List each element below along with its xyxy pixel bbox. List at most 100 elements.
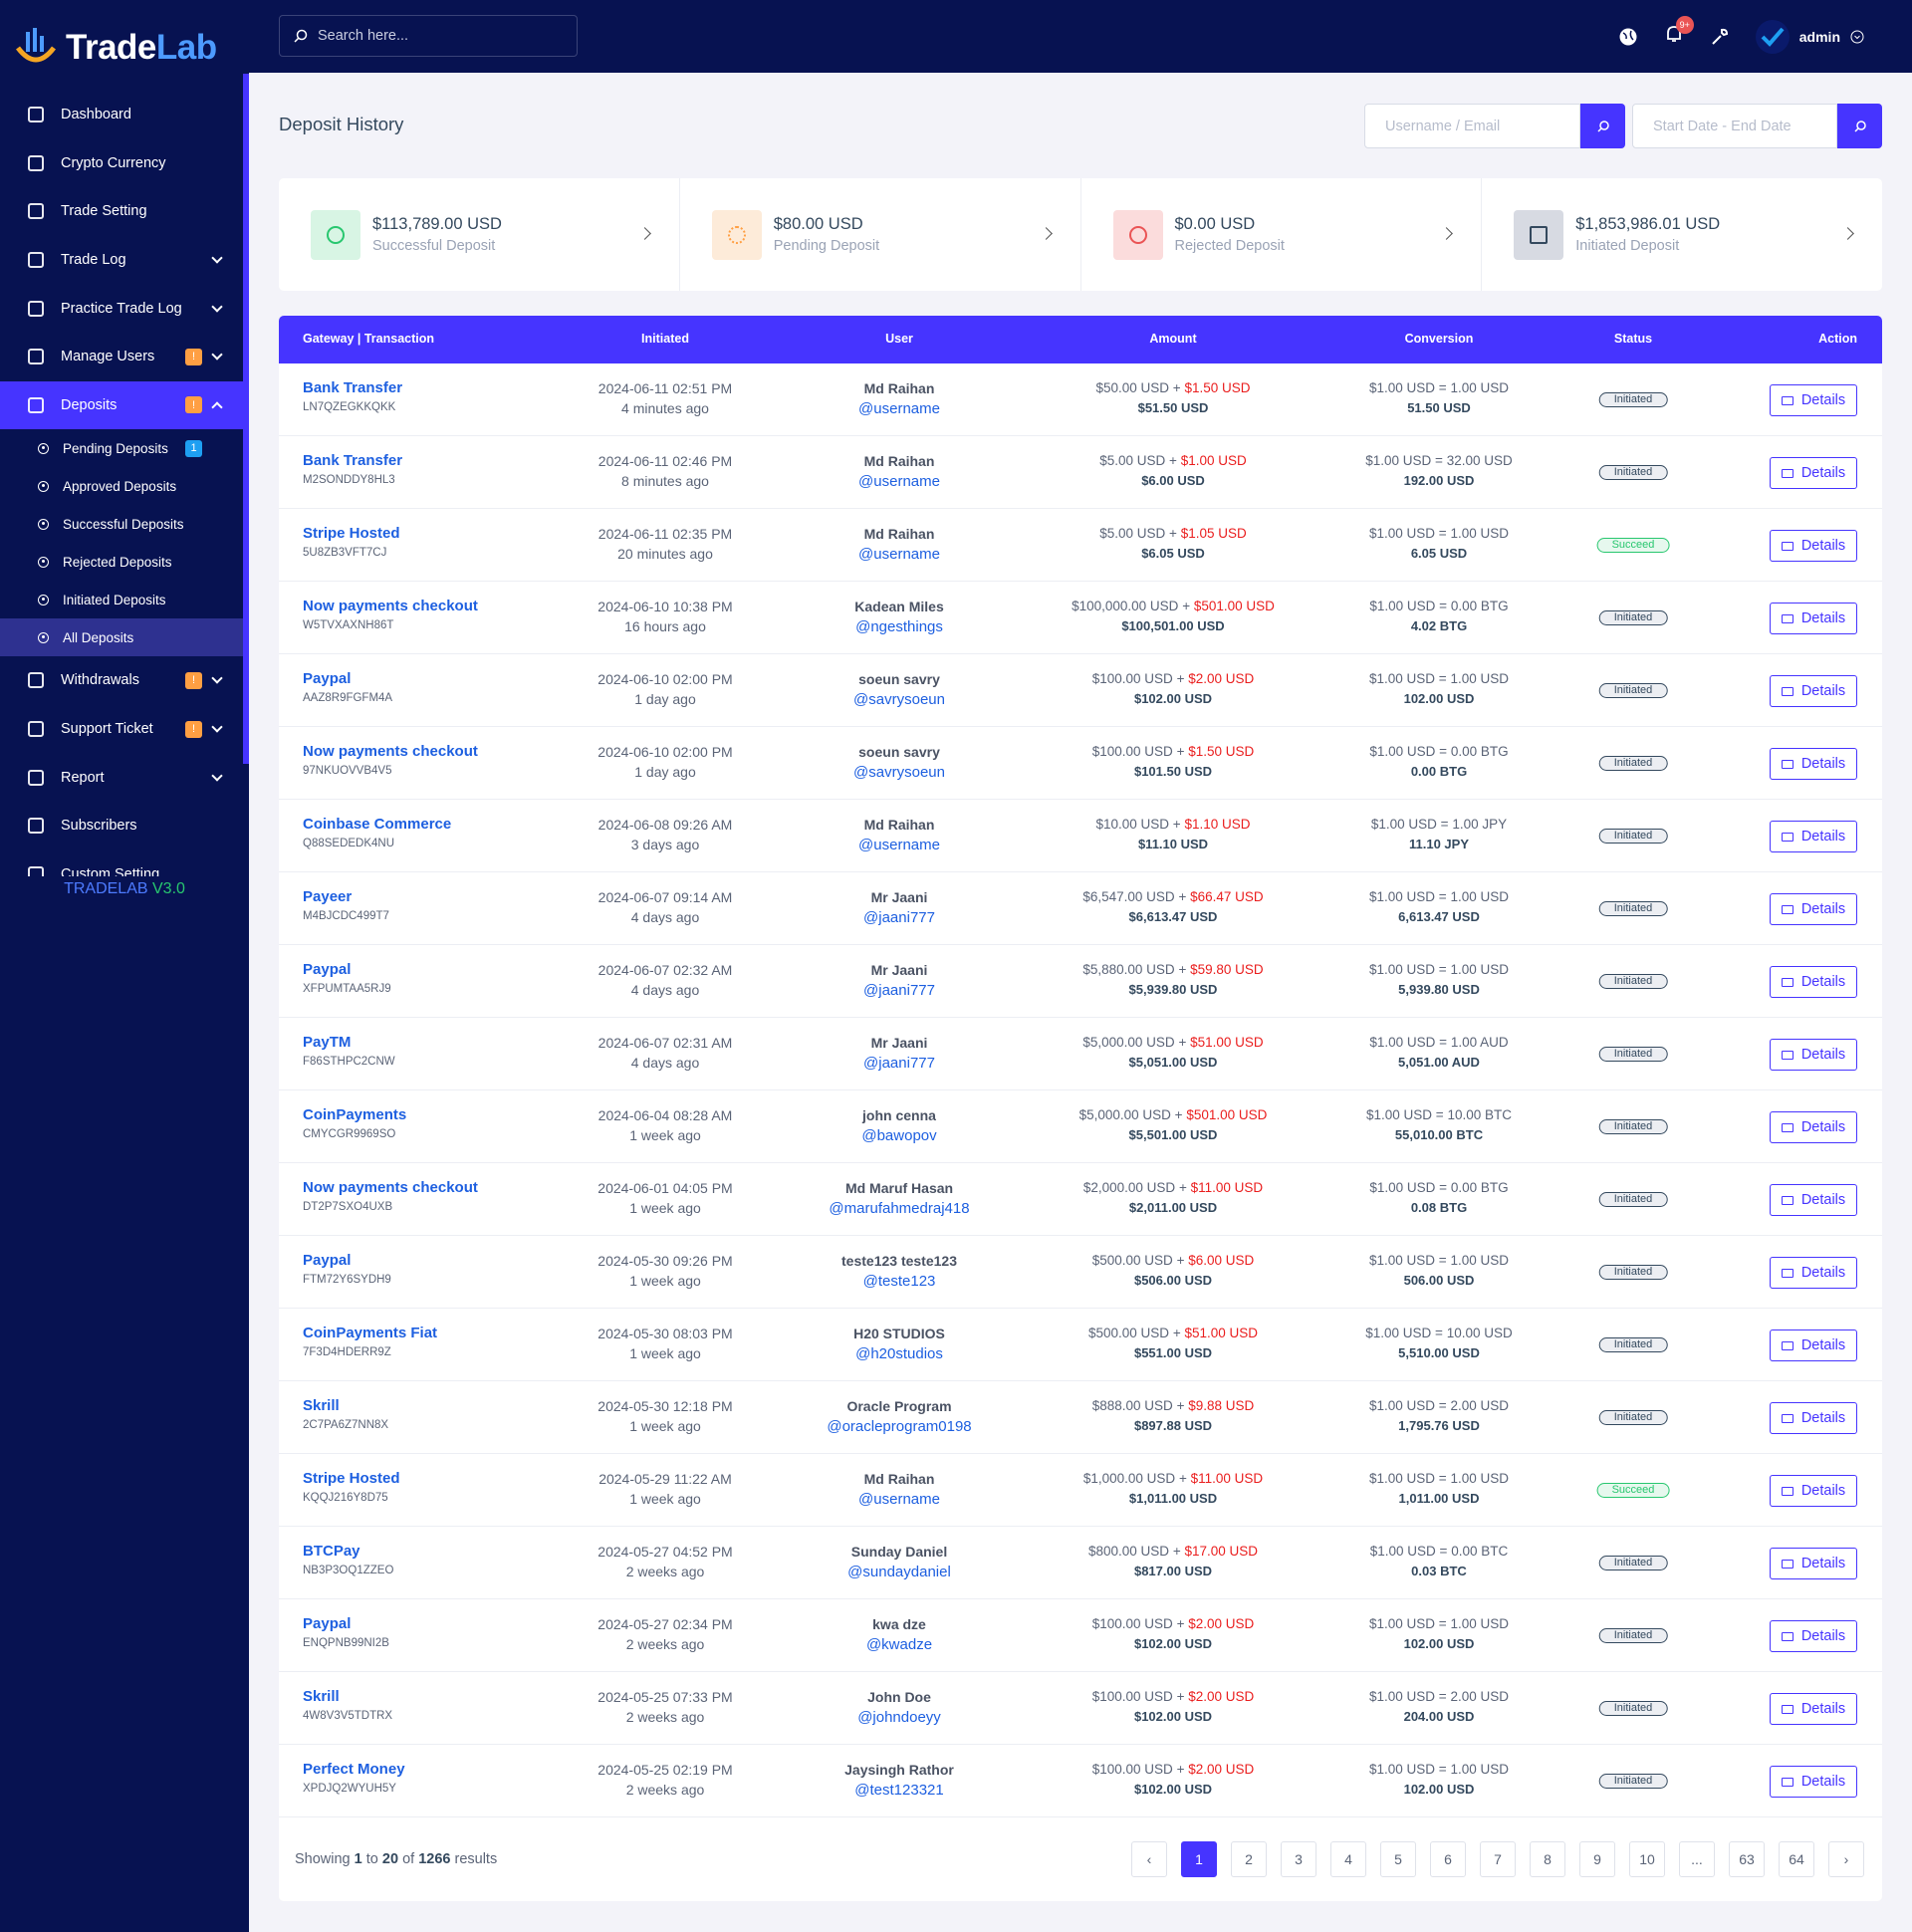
- page-button[interactable]: ›: [1828, 1841, 1864, 1877]
- username[interactable]: @johndoeyy: [857, 1709, 941, 1726]
- page-button[interactable]: 5: [1380, 1841, 1416, 1877]
- menu-item[interactable]: Trade Log: [0, 236, 243, 285]
- logo[interactable]: TradeLab: [14, 20, 217, 76]
- username[interactable]: @username: [858, 400, 940, 417]
- details-button[interactable]: Details: [1770, 1766, 1857, 1798]
- notification[interactable]: 9+: [1664, 16, 1694, 49]
- gateway[interactable]: BTCPay: [303, 1543, 360, 1560]
- gateway[interactable]: Bank Transfer: [303, 379, 403, 396]
- details-button[interactable]: Details: [1770, 1402, 1857, 1434]
- gateway[interactable]: Skrill: [303, 1397, 340, 1414]
- user-menu[interactable]: admin: [1755, 19, 1864, 54]
- details-button[interactable]: Details: [1770, 1039, 1857, 1071]
- page-button[interactable]: 64: [1779, 1841, 1814, 1877]
- username[interactable]: @username: [858, 546, 940, 563]
- page-button[interactable]: 9: [1579, 1841, 1615, 1877]
- details-button[interactable]: Details: [1770, 384, 1857, 416]
- details-button[interactable]: Details: [1770, 457, 1857, 489]
- menu-item[interactable]: Deposits!: [0, 380, 243, 430]
- menu-item[interactable]: Dashboard: [0, 91, 243, 139]
- scrollbar[interactable]: [243, 74, 249, 764]
- gateway[interactable]: Skrill: [303, 1688, 340, 1705]
- menu-item[interactable]: Crypto Currency: [0, 139, 243, 188]
- page-button[interactable]: 4: [1330, 1841, 1366, 1877]
- gateway[interactable]: Now payments checkout: [303, 598, 478, 614]
- details-button[interactable]: Details: [1770, 1184, 1857, 1216]
- gateway[interactable]: CoinPayments: [303, 1106, 407, 1123]
- details-button[interactable]: Details: [1770, 893, 1857, 925]
- details-button[interactable]: Details: [1770, 530, 1857, 562]
- page-button[interactable]: 1: [1181, 1841, 1217, 1877]
- username[interactable]: @username: [858, 1491, 940, 1508]
- username[interactable]: @marufahmedraj418: [829, 1200, 970, 1217]
- gateway[interactable]: Perfect Money: [303, 1761, 405, 1778]
- gateway[interactable]: Coinbase Commerce: [303, 816, 452, 833]
- gateway[interactable]: Payeer: [303, 888, 353, 905]
- menu-item[interactable]: Withdrawals!: [0, 656, 243, 705]
- details-button[interactable]: Details: [1770, 1548, 1857, 1579]
- details-button[interactable]: Details: [1770, 603, 1857, 634]
- date-filter-input[interactable]: Start Date - End Date: [1632, 104, 1837, 148]
- username[interactable]: @test123321: [854, 1782, 944, 1799]
- menu-item[interactable]: Manage Users!: [0, 333, 243, 381]
- page-button[interactable]: 2: [1231, 1841, 1267, 1877]
- gateway[interactable]: Bank Transfer: [303, 452, 403, 469]
- details-button[interactable]: Details: [1770, 966, 1857, 998]
- menu-item[interactable]: Practice Trade Log: [0, 284, 243, 333]
- username[interactable]: @sundaydaniel: [847, 1564, 951, 1580]
- search-button[interactable]: [1837, 104, 1882, 148]
- menu-item[interactable]: Report: [0, 753, 243, 802]
- gateway[interactable]: CoinPayments Fiat: [303, 1325, 438, 1341]
- gateway[interactable]: Paypal: [303, 670, 352, 687]
- username[interactable]: @username: [858, 473, 940, 490]
- details-button[interactable]: Details: [1770, 1329, 1857, 1361]
- page-button[interactable]: 7: [1480, 1841, 1516, 1877]
- username[interactable]: @jaani777: [863, 982, 935, 999]
- details-button[interactable]: Details: [1770, 1257, 1857, 1289]
- stat-card[interactable]: $0.00 USD Rejected Deposit: [1079, 178, 1482, 291]
- search-button[interactable]: [1580, 104, 1625, 148]
- gateway[interactable]: PayTM: [303, 1034, 352, 1051]
- username[interactable]: @bawopov: [861, 1127, 937, 1144]
- username[interactable]: @savrysoeun: [853, 764, 945, 781]
- stat-card[interactable]: $80.00 USD Pending Deposit: [678, 178, 1080, 291]
- gateway[interactable]: Paypal: [303, 1615, 352, 1632]
- gateway[interactable]: Stripe Hosted: [303, 525, 400, 542]
- user-filter-input[interactable]: Username / Email: [1364, 104, 1580, 148]
- submenu-item[interactable]: Approved Deposits: [0, 467, 243, 505]
- submenu-item[interactable]: Successful Deposits: [0, 505, 243, 543]
- globe-icon[interactable]: [1618, 27, 1638, 47]
- submenu-item[interactable]: Initiated Deposits: [0, 581, 243, 618]
- submenu-item[interactable]: All Deposits: [0, 618, 243, 657]
- username[interactable]: @h20studios: [855, 1345, 943, 1362]
- username[interactable]: @teste123: [862, 1273, 936, 1290]
- page-button[interactable]: 10: [1629, 1841, 1665, 1877]
- menu-item[interactable]: Custom Setting: [0, 850, 243, 876]
- stat-card[interactable]: $1,853,986.01 USD Initiated Deposit: [1481, 178, 1882, 291]
- page-button[interactable]: 3: [1281, 1841, 1316, 1877]
- search-box[interactable]: Search here...: [279, 15, 578, 57]
- settings-icon[interactable]: [1710, 27, 1730, 47]
- submenu-item[interactable]: Pending Deposits 1: [0, 429, 243, 467]
- gateway[interactable]: Now payments checkout: [303, 743, 478, 760]
- page-button[interactable]: ...: [1679, 1841, 1715, 1877]
- details-button[interactable]: Details: [1770, 748, 1857, 780]
- username[interactable]: @jaani777: [863, 909, 935, 926]
- submenu-item[interactable]: Rejected Deposits: [0, 543, 243, 581]
- gateway[interactable]: Paypal: [303, 961, 352, 978]
- gateway[interactable]: Paypal: [303, 1252, 352, 1269]
- menu-item[interactable]: Trade Setting: [0, 187, 243, 236]
- page-button[interactable]: 63: [1729, 1841, 1765, 1877]
- menu-item[interactable]: Support Ticket!: [0, 705, 243, 754]
- page-button[interactable]: 8: [1530, 1841, 1565, 1877]
- stat-card[interactable]: $113,789.00 USD Successful Deposit: [279, 178, 679, 291]
- page-button[interactable]: ‹: [1131, 1841, 1167, 1877]
- details-button[interactable]: Details: [1770, 821, 1857, 852]
- page-button[interactable]: 6: [1430, 1841, 1466, 1877]
- details-button[interactable]: Details: [1770, 1111, 1857, 1143]
- details-button[interactable]: Details: [1770, 675, 1857, 707]
- username[interactable]: @username: [858, 837, 940, 853]
- username[interactable]: @jaani777: [863, 1055, 935, 1072]
- details-button[interactable]: Details: [1770, 1620, 1857, 1652]
- details-button[interactable]: Details: [1770, 1693, 1857, 1725]
